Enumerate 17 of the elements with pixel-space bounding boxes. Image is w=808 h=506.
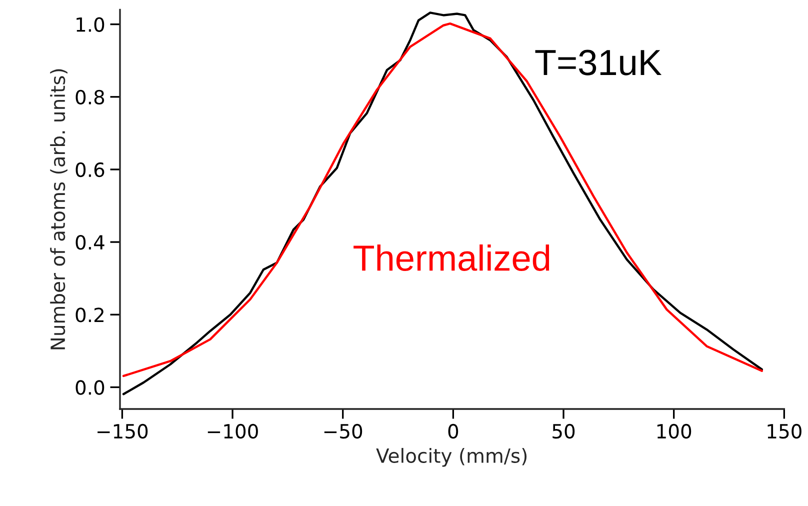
annotation: Thermalized — [354, 244, 550, 271]
x-tick-label: 100 — [657, 424, 692, 439]
x-tick-label: −100 — [208, 424, 258, 439]
x-tick-label: −50 — [324, 424, 362, 439]
x-tick-label: 150 — [768, 424, 802, 439]
y-tick-label: 0.4 — [76, 235, 104, 250]
y-tick-label: 0.8 — [76, 90, 104, 105]
y-axis-title: Number of atoms (arb. units) — [50, 69, 68, 350]
y-tick-label: 1.0 — [76, 17, 104, 32]
x-tick-label: 50 — [552, 424, 575, 439]
x-axis-title: Velocity (mm/s) — [376, 448, 527, 467]
y-tick-label: 0.6 — [76, 162, 104, 178]
x-tick-label: −150 — [98, 424, 148, 439]
y-tick-label: 0.2 — [76, 308, 104, 322]
x-tick-label: 0 — [448, 424, 458, 439]
annotation: T=31uK — [535, 50, 662, 76]
y-tick-label: 0.0 — [76, 380, 104, 395]
